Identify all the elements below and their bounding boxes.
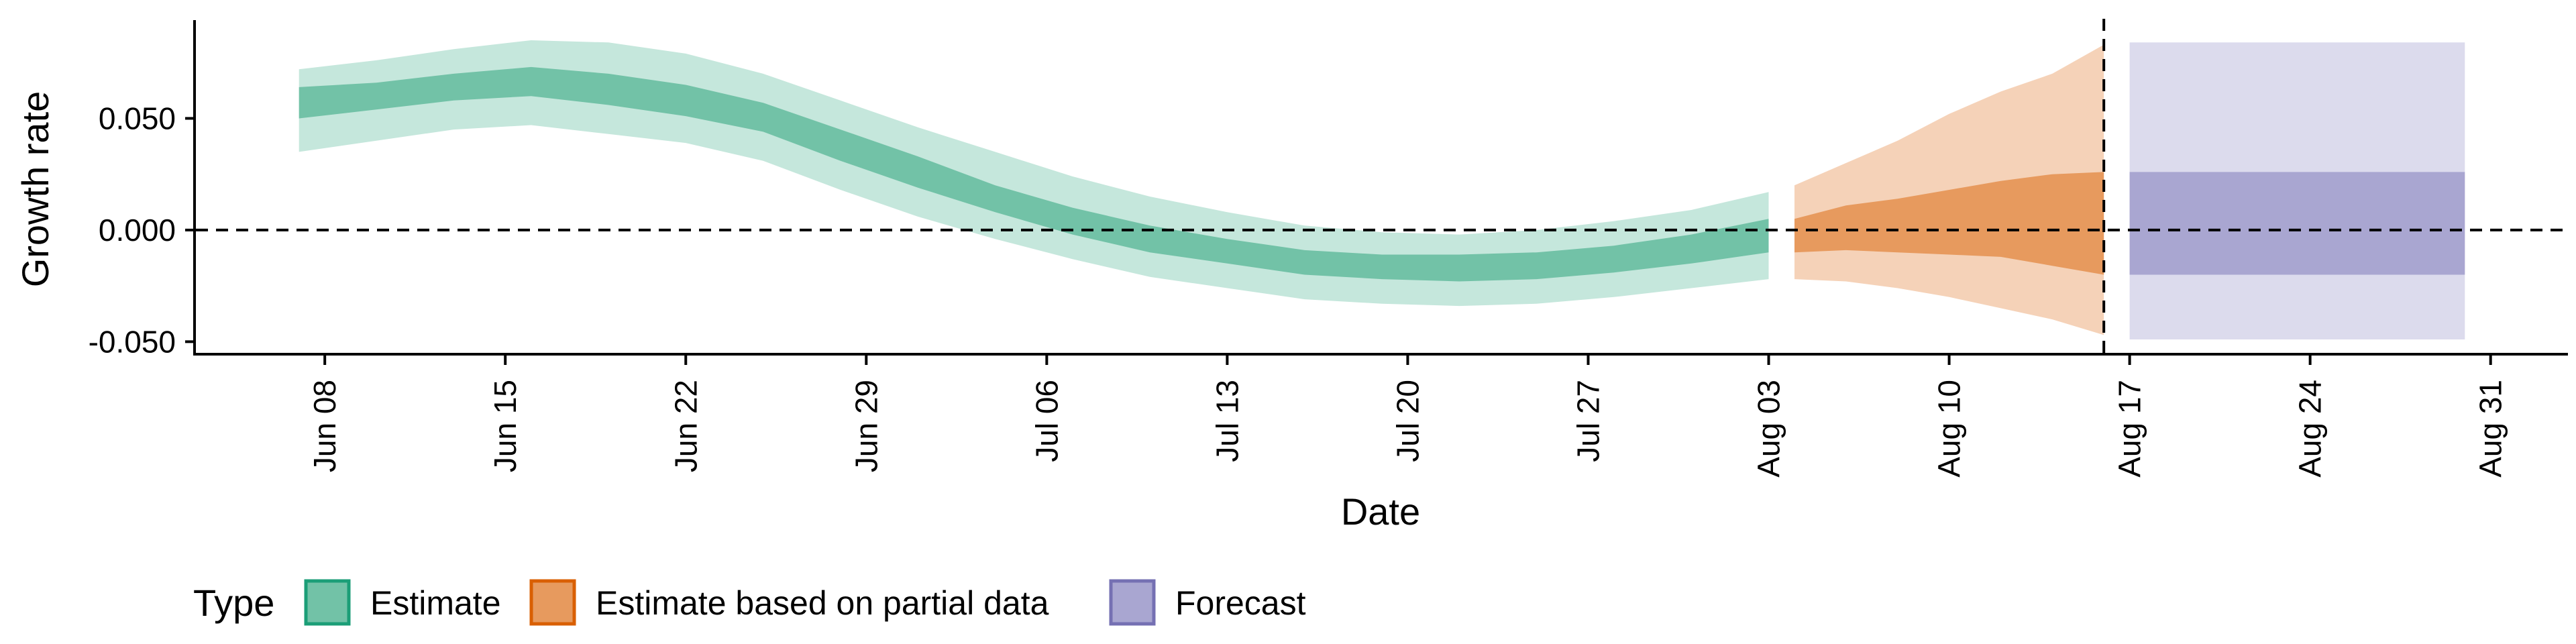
- legend-label-estimate: Estimate: [370, 584, 501, 622]
- x-tick-label: Jun 08: [307, 380, 342, 472]
- y-tick-label: 0.000: [99, 213, 176, 248]
- legend-title: Type: [193, 582, 274, 624]
- ribbon-bands: [299, 40, 2465, 340]
- axes: [193, 20, 2568, 356]
- x-tick-label: Aug 31: [2473, 380, 2508, 478]
- y-ticks: 0.050 0.000 -0.050: [89, 101, 195, 359]
- legend-label-forecast: Forecast: [1175, 584, 1306, 622]
- y-axis-title: Growth rate: [14, 91, 56, 288]
- legend: Type Estimate Estimate based on partial d…: [193, 579, 1306, 626]
- x-tick-label: Jul 27: [1571, 380, 1606, 462]
- x-tick-label: Jul 06: [1029, 380, 1064, 462]
- legend-key-estimate-based-on-partial-data: [529, 579, 576, 626]
- x-tick-label: Aug 17: [2112, 380, 2147, 478]
- x-ticks: Jun 08 Jun 15 Jun 22 Jun 29 Jul 06 Jul 13 Jul …: [307, 354, 2508, 478]
- estimate-inner-band: [299, 66, 1769, 282]
- legend-key-estimate: [304, 579, 351, 626]
- reference-lines: [196, 19, 2568, 353]
- x-tick-label: Jun 29: [849, 380, 883, 472]
- y-tick-label: 0.050: [99, 101, 176, 136]
- y-tick-label: -0.050: [89, 324, 176, 359]
- x-tick-label: Jul 20: [1390, 380, 1425, 462]
- x-tick-label: Jul 13: [1210, 380, 1244, 462]
- x-tick-label: Jun 22: [668, 380, 703, 472]
- forecast-inner-band: [2129, 172, 2465, 275]
- legend-label-estimate-based-on-partial-data: Estimate based on partial data: [596, 584, 1049, 622]
- legend-key-forecast: [1109, 579, 1156, 626]
- x-tick-label: Jun 15: [488, 380, 523, 472]
- estimate-based-on-partial-data-inner-band: [1794, 172, 2104, 275]
- x-axis-title: Date: [1341, 490, 1420, 533]
- x-tick-label: Aug 03: [1752, 380, 1786, 478]
- x-tick-label: Aug 24: [2293, 380, 2328, 478]
- x-tick-label: Aug 10: [1932, 380, 1967, 478]
